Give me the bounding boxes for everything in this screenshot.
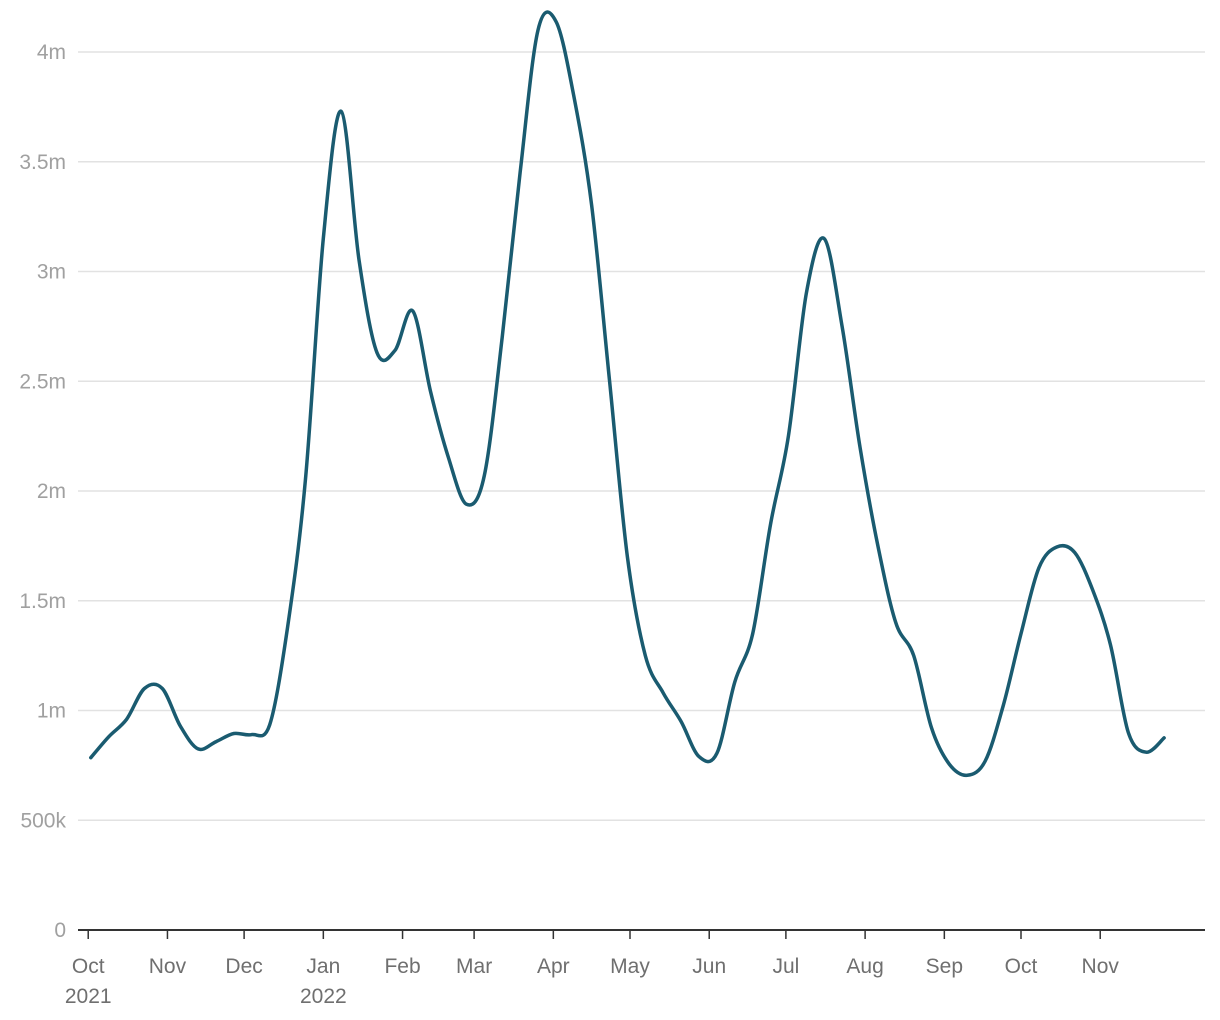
x-tick-label: Dec — [225, 955, 262, 978]
x-tick-label: Aug — [846, 955, 883, 978]
x-tick-label: Nov — [1082, 955, 1120, 978]
y-tick-label: 3m — [37, 261, 66, 284]
gridlines — [78, 51, 1205, 821]
x-tick-year-label: 2021 — [65, 985, 112, 1008]
x-tick-label: May — [610, 955, 650, 978]
y-tick-label: 3.5m — [19, 151, 66, 174]
x-tick-label: Jun — [692, 955, 726, 978]
x-tick-label: Oct — [1005, 955, 1038, 978]
x-tick-label: Mar — [456, 955, 492, 978]
y-tick-label: 2m — [37, 480, 66, 503]
x-tick-label: Feb — [384, 955, 420, 978]
series-line-0 — [89, 10, 1166, 778]
x-tick-year-label: 2022 — [300, 985, 347, 1008]
x-axis: Oct 2021 Nov Dec Jan 2022 Feb Mar Apr May Jun Jul Au… — [65, 929, 1205, 1008]
y-tick-label: 1m — [37, 700, 66, 723]
y-tick-label: 500k — [20, 809, 66, 832]
y-tick-label: 4m — [37, 41, 66, 64]
y-tick-label: 2.5m — [19, 370, 66, 393]
x-tick-label: Oct — [72, 955, 105, 978]
y-tick-label: 1.5m — [19, 590, 66, 613]
x-tick-label: Sep — [926, 955, 963, 978]
y-tick-label: 0 — [54, 919, 66, 942]
x-tick-label: Apr — [537, 955, 570, 978]
y-axis: 0 500k 1m 1.5m 2m 2.5m 3m 3.5m 4m — [19, 41, 66, 942]
x-tick-label: Nov — [149, 955, 187, 978]
series-layer — [89, 10, 1166, 778]
x-tick-label: Jul — [772, 955, 799, 978]
x-tick-label: Jan — [306, 955, 340, 978]
